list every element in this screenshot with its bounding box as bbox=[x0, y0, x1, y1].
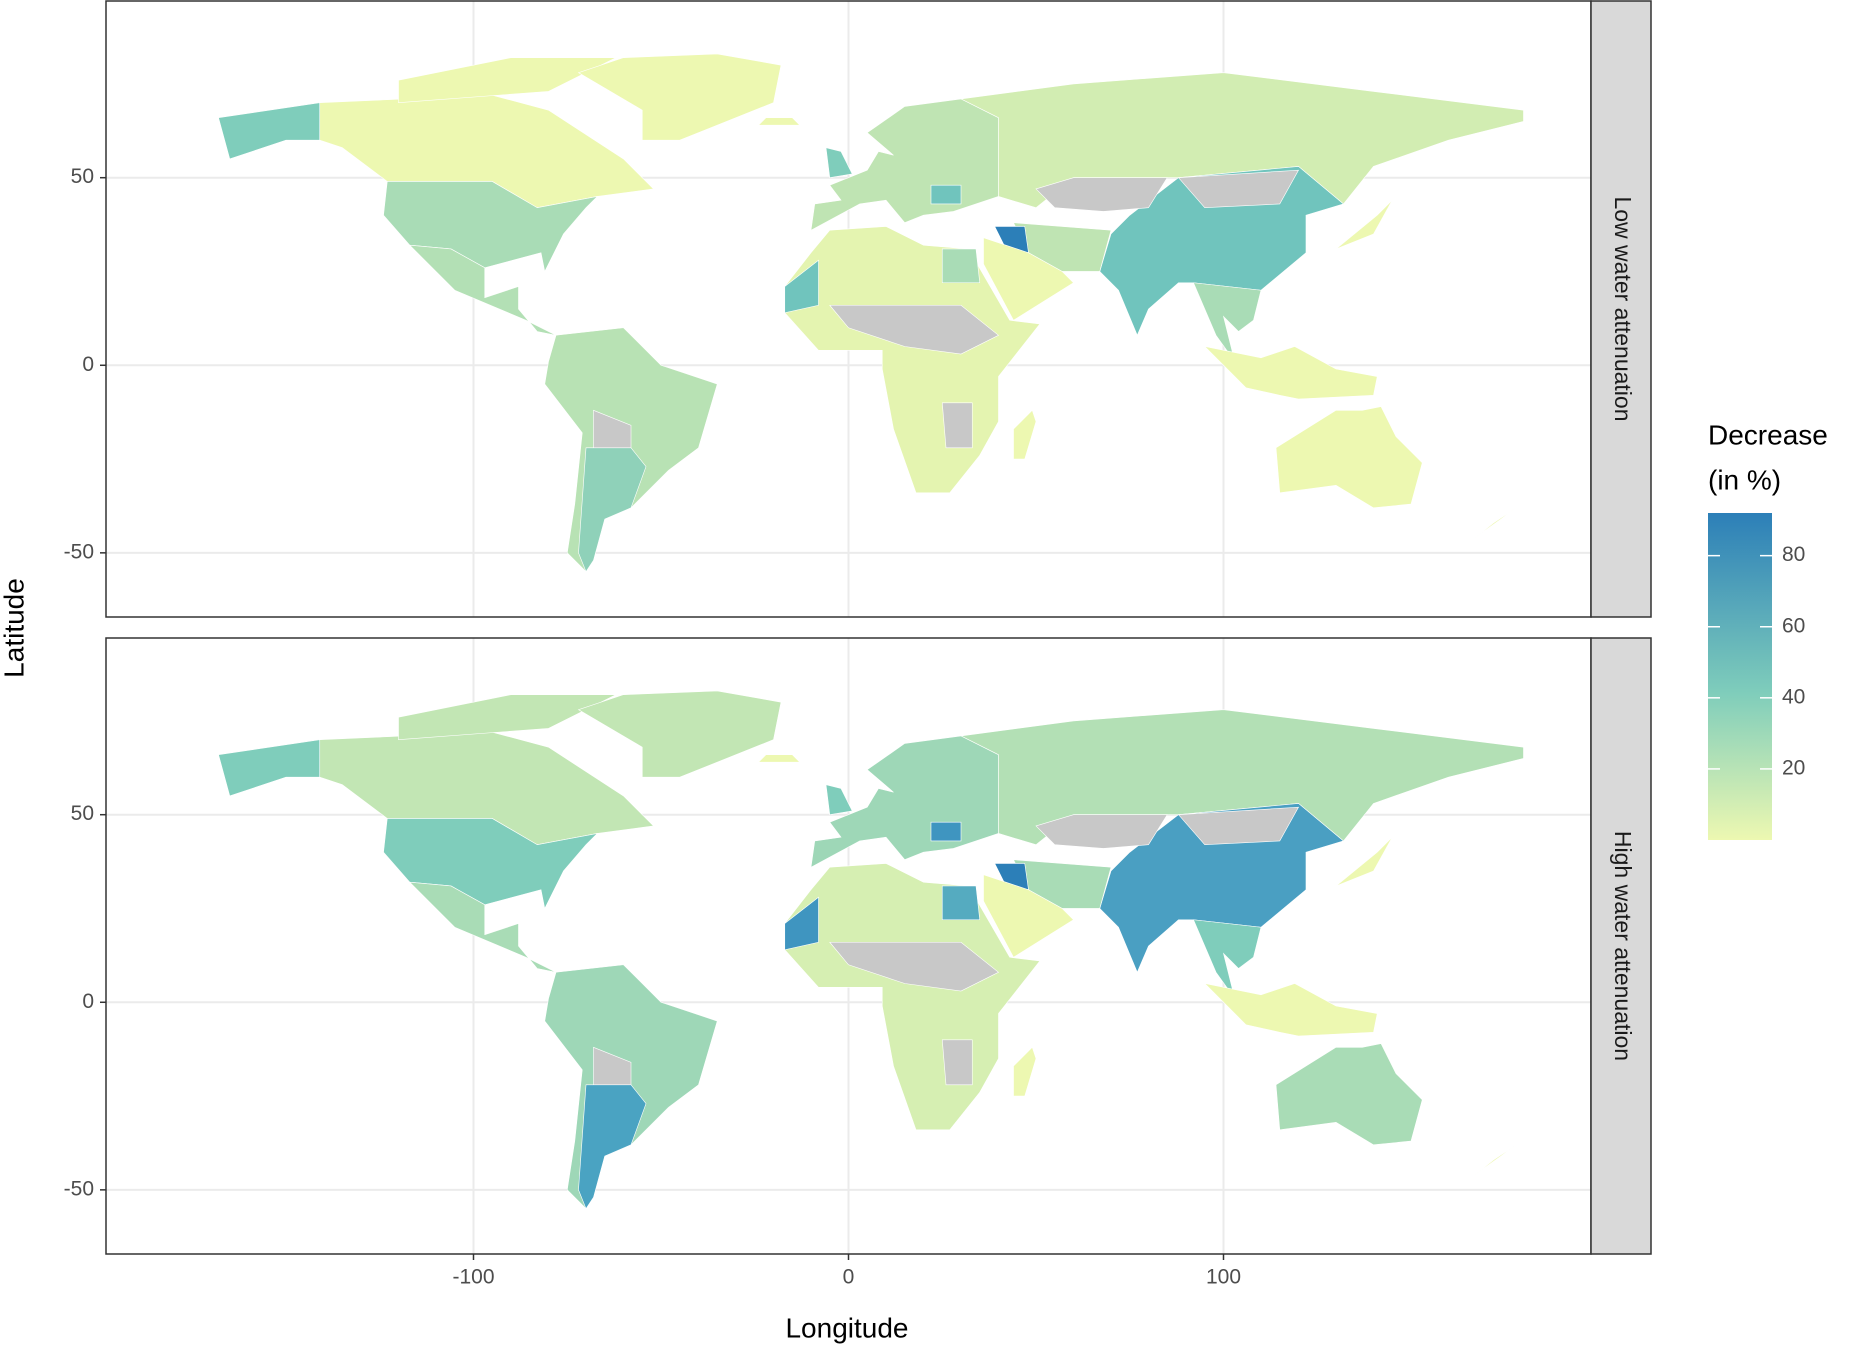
land bbox=[1013, 1046, 1037, 1097]
land bbox=[829, 941, 1000, 992]
land bbox=[959, 72, 1524, 209]
land bbox=[941, 1039, 973, 1086]
land bbox=[577, 690, 782, 778]
land bbox=[218, 102, 321, 160]
y-tick-label: -50 bbox=[64, 540, 94, 563]
legend-title: (in %) bbox=[1708, 464, 1781, 495]
land bbox=[408, 881, 557, 973]
y-axis-title: Latitude bbox=[0, 578, 29, 678]
land bbox=[1474, 1144, 1517, 1176]
land bbox=[983, 237, 1074, 321]
colorbar-tick-label: 20 bbox=[1782, 756, 1805, 779]
land bbox=[1275, 406, 1423, 509]
land bbox=[784, 896, 819, 951]
land bbox=[1013, 409, 1037, 460]
land bbox=[757, 117, 801, 126]
legend-title: Decrease bbox=[1708, 419, 1828, 450]
land bbox=[1177, 169, 1300, 209]
map bbox=[218, 690, 1524, 1210]
y-tick-label: -50 bbox=[64, 1177, 94, 1200]
land bbox=[1193, 282, 1262, 362]
land bbox=[825, 147, 853, 179]
facet-label: Low water attenuation bbox=[1610, 196, 1636, 421]
colorbar-tick-label: 40 bbox=[1782, 685, 1805, 708]
land bbox=[1275, 1043, 1423, 1146]
y-tick-label: 50 bbox=[71, 165, 94, 188]
x-tick-label: 0 bbox=[843, 1266, 855, 1289]
land bbox=[578, 447, 647, 573]
land bbox=[930, 184, 962, 205]
land bbox=[757, 754, 801, 763]
colorbar-tick-label: 80 bbox=[1782, 543, 1805, 566]
land bbox=[784, 863, 1041, 1131]
land bbox=[983, 874, 1074, 958]
land bbox=[941, 885, 981, 921]
y-tick-label: 0 bbox=[82, 990, 94, 1013]
land bbox=[408, 244, 557, 336]
land bbox=[398, 694, 617, 740]
land bbox=[577, 53, 782, 141]
colorbar bbox=[1708, 513, 1772, 840]
land bbox=[829, 304, 1000, 355]
x-tick-label: -100 bbox=[452, 1266, 494, 1289]
land bbox=[1035, 177, 1168, 212]
land bbox=[930, 821, 962, 842]
y-tick-label: 50 bbox=[71, 802, 94, 825]
colorbar-tick-label: 60 bbox=[1782, 614, 1805, 637]
y-tick-label: 0 bbox=[82, 353, 94, 376]
land bbox=[1035, 814, 1168, 849]
land bbox=[1203, 983, 1378, 1037]
land bbox=[1193, 919, 1262, 999]
land bbox=[578, 1084, 647, 1210]
land bbox=[784, 259, 819, 314]
land bbox=[218, 739, 321, 797]
x-tick-label: 100 bbox=[1206, 1266, 1241, 1289]
land bbox=[398, 57, 617, 103]
land bbox=[1474, 507, 1517, 539]
land bbox=[784, 226, 1041, 494]
facet-strip bbox=[1590, 0, 1652, 618]
land bbox=[1335, 836, 1393, 887]
land bbox=[959, 709, 1524, 846]
land bbox=[941, 402, 973, 449]
land bbox=[1203, 346, 1378, 400]
x-axis-title: Longitude bbox=[785, 1312, 908, 1343]
map bbox=[218, 53, 1524, 573]
land bbox=[1335, 199, 1393, 250]
land bbox=[1177, 806, 1300, 846]
facet-strip bbox=[1590, 637, 1652, 1255]
land bbox=[941, 248, 981, 284]
land bbox=[825, 784, 853, 816]
facet-label: High water attenuation bbox=[1610, 831, 1636, 1061]
